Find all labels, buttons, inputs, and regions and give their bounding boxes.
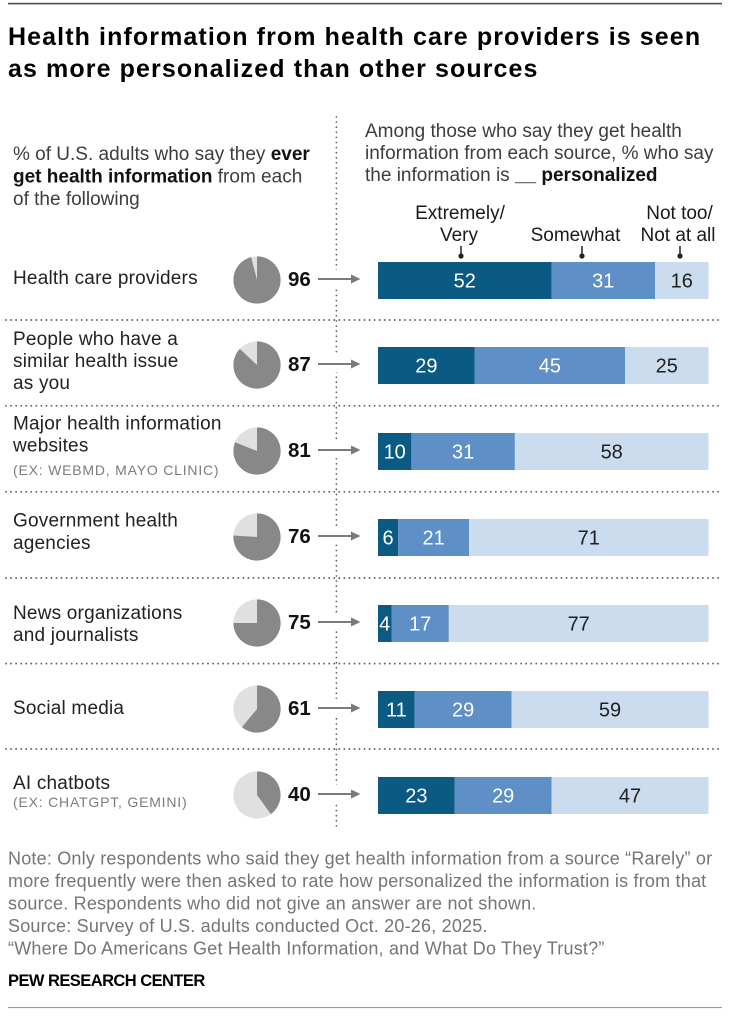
svg-text:News organizations: News organizations <box>13 603 182 624</box>
svg-text:71: 71 <box>578 528 600 550</box>
svg-text:of the following: of the following <box>13 189 140 210</box>
svg-text:17: 17 <box>409 614 431 636</box>
svg-text:29: 29 <box>452 700 474 722</box>
svg-text:4: 4 <box>379 614 390 636</box>
svg-text:6: 6 <box>383 528 394 550</box>
svg-text:Health information from health: Health information from health care prov… <box>8 23 701 51</box>
svg-text:16: 16 <box>671 271 693 293</box>
svg-text:10: 10 <box>384 442 406 464</box>
svg-text:11: 11 <box>386 700 407 722</box>
svg-text:Extremely/: Extremely/ <box>415 203 505 224</box>
svg-text:45: 45 <box>539 356 561 378</box>
svg-text:31: 31 <box>452 442 474 464</box>
svg-text:Note: Only respondents who sai: Note: Only respondents who said they get… <box>8 849 712 869</box>
svg-text:25: 25 <box>656 356 678 378</box>
svg-text:Health care providers: Health care providers <box>13 268 198 289</box>
svg-text:% of U.S. adults who say they: % of U.S. adults who say they ever <box>13 144 310 165</box>
svg-text:21: 21 <box>422 528 444 550</box>
svg-text:the information is __ personal: the information is __ personalized <box>365 165 658 186</box>
svg-text:58: 58 <box>601 442 623 464</box>
svg-text:Social media: Social media <box>13 698 124 719</box>
svg-text:similar health issue: similar health issue <box>13 351 179 372</box>
svg-text:52: 52 <box>454 271 476 293</box>
svg-text:Government health: Government health <box>13 511 178 532</box>
svg-text:Somewhat: Somewhat <box>531 225 621 246</box>
svg-text:and journalists: and journalists <box>13 625 139 646</box>
svg-text:75: 75 <box>288 611 311 634</box>
svg-text:76: 76 <box>288 525 311 548</box>
svg-text:23: 23 <box>405 786 427 808</box>
svg-text:77: 77 <box>568 614 590 636</box>
svg-text:Major health information: Major health information <box>13 414 222 435</box>
svg-text:61: 61 <box>288 697 311 720</box>
svg-text:Not at all: Not at all <box>641 225 716 246</box>
svg-text:Source: Survey of U.S. adults: Source: Survey of U.S. adults conducted … <box>8 916 488 936</box>
svg-text:“Where Do Americans Get Health: “Where Do Americans Get Health Informati… <box>8 939 605 959</box>
svg-text:81: 81 <box>288 439 311 462</box>
svg-text:Among those who say they get h: Among those who say they get health <box>365 121 682 142</box>
svg-text:websites: websites <box>12 436 89 457</box>
svg-text:as more personalized than othe: as more personalized than other sources <box>8 55 539 83</box>
svg-text:96: 96 <box>288 268 311 291</box>
svg-text:PEW RESEARCH CENTER: PEW RESEARCH CENTER <box>8 972 205 990</box>
svg-text:87: 87 <box>288 353 311 376</box>
svg-text:more frequently were then aske: more frequently were then asked to rate … <box>8 871 706 891</box>
svg-text:source. Respondents who did no: source. Respondents who did not give an … <box>8 894 537 914</box>
svg-text:get health information from ea: get health information from each <box>13 166 302 187</box>
svg-text:information from each source,: information from each source, % who say <box>365 143 714 164</box>
svg-text:Very: Very <box>440 225 479 246</box>
svg-text:31: 31 <box>592 271 614 293</box>
svg-text:agencies: agencies <box>13 533 91 554</box>
svg-text:(EX: WEBMD, MAYO CLINIC): (EX: WEBMD, MAYO CLINIC) <box>13 462 219 478</box>
svg-text:29: 29 <box>492 786 514 808</box>
svg-text:AI chatbots: AI chatbots <box>13 773 110 794</box>
svg-text:59: 59 <box>599 700 621 722</box>
svg-text:Not too/: Not too/ <box>646 203 713 224</box>
svg-text:(EX: CHATGPT, GEMINI): (EX: CHATGPT, GEMINI) <box>13 794 187 810</box>
svg-text:40: 40 <box>288 783 311 806</box>
svg-text:as you: as you <box>13 373 70 394</box>
svg-text:47: 47 <box>619 786 641 808</box>
svg-text:29: 29 <box>415 356 437 378</box>
svg-text:People who have a: People who have a <box>13 329 178 350</box>
